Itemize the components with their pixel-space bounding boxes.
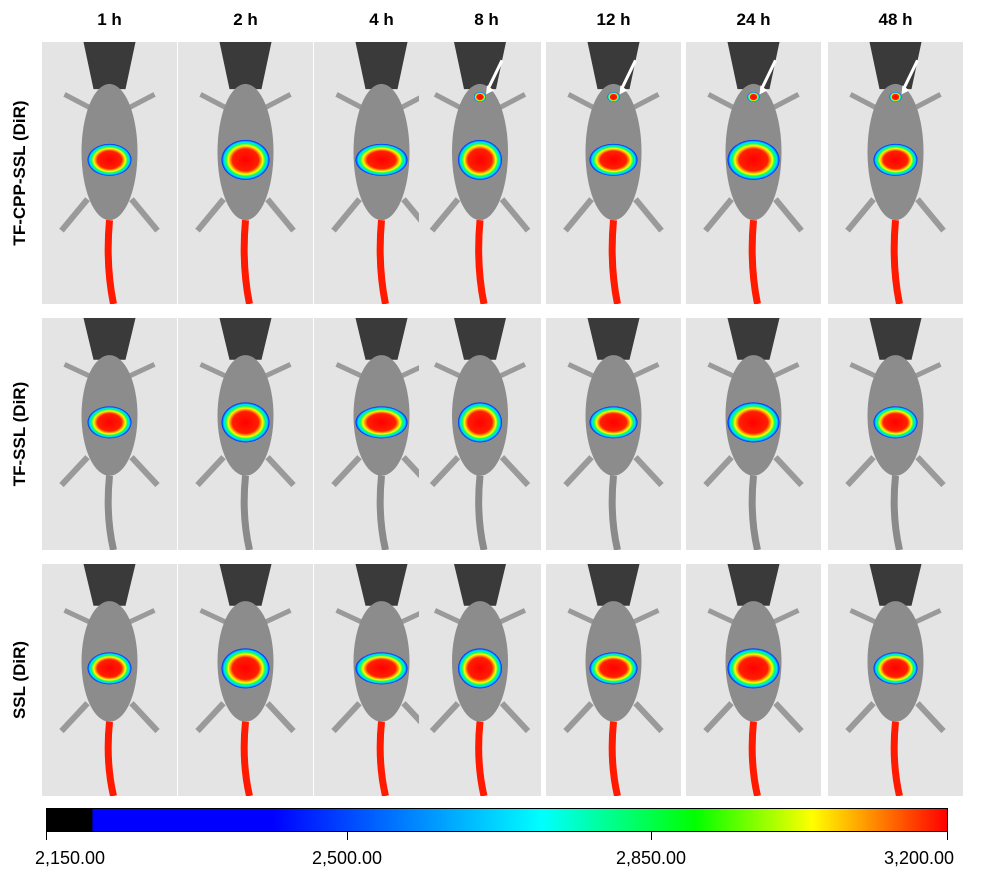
mouse-image bbox=[828, 318, 963, 550]
timepoint-label: 48 h bbox=[878, 10, 913, 29]
mouse-image bbox=[686, 318, 821, 550]
timepoint-label: 24 h bbox=[736, 10, 771, 29]
group-label: SSL (DiR) bbox=[10, 640, 29, 720]
mouse-image bbox=[686, 42, 821, 304]
mouse-image bbox=[178, 318, 313, 550]
group-label: TF-SSL (DiR) bbox=[10, 381, 29, 487]
mouse-image bbox=[686, 564, 821, 796]
group-label: TF-CPP-SSL (DiR) bbox=[10, 100, 29, 246]
mouse-image bbox=[42, 564, 177, 796]
timepoint-label: 4 h bbox=[369, 10, 394, 29]
colorbar-tick-label: 2,850.00 bbox=[615, 848, 687, 868]
mouse-image bbox=[546, 564, 681, 796]
mouse-image bbox=[828, 564, 963, 796]
timepoint-label: 12 h bbox=[596, 10, 631, 29]
timepoint-label: 2 h bbox=[233, 10, 258, 29]
colorbar-tick bbox=[347, 832, 348, 840]
mouse-image bbox=[178, 42, 313, 304]
intensity-colorbar bbox=[46, 808, 948, 832]
mouse-image bbox=[419, 42, 541, 304]
colorbar-tick bbox=[651, 832, 652, 840]
mouse-image bbox=[546, 318, 681, 550]
timepoint-label: 8 h bbox=[474, 10, 499, 29]
mouse-image bbox=[178, 564, 313, 796]
colorbar-tick bbox=[947, 832, 948, 840]
mouse-image bbox=[419, 564, 541, 796]
colorbar-tick-label: 3,200.00 bbox=[883, 848, 955, 868]
mouse-image bbox=[419, 318, 541, 550]
colorbar-tick-label: 2,150.00 bbox=[34, 848, 106, 868]
mouse-image bbox=[42, 42, 177, 304]
colorbar-tick bbox=[46, 832, 47, 840]
timepoint-label: 1 h bbox=[97, 10, 122, 29]
mouse-image bbox=[546, 42, 681, 304]
mouse-image bbox=[828, 42, 963, 304]
mouse-image bbox=[42, 318, 177, 550]
colorbar-tick-label: 2,500.00 bbox=[311, 848, 383, 868]
